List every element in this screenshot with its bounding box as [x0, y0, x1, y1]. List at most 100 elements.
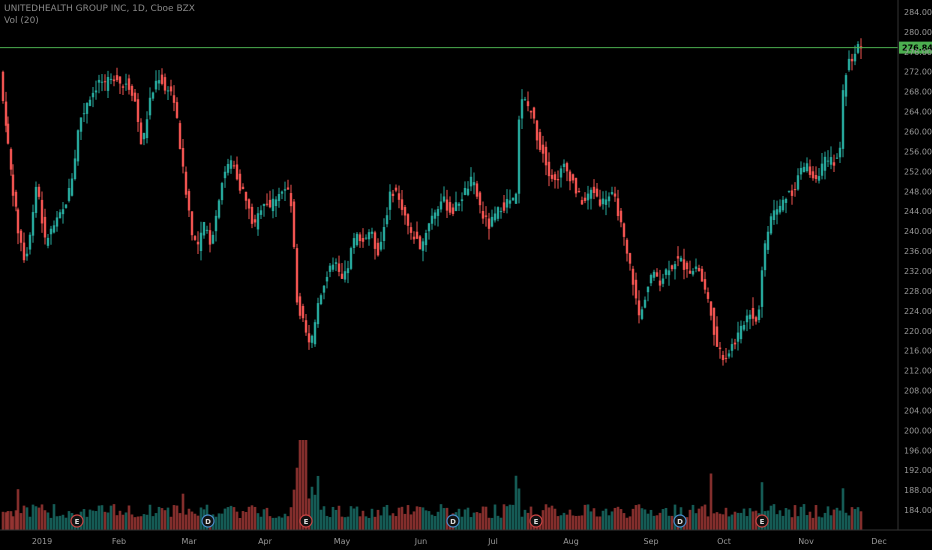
volume-bar [520, 516, 524, 530]
volume-bar [547, 507, 551, 530]
candle-body [451, 207, 455, 214]
candle-body [838, 147, 842, 158]
volume-bar [550, 505, 554, 530]
volume-indicator-label[interactable]: Vol (20) [4, 16, 39, 26]
volume-bar [616, 506, 620, 530]
volume-bar [409, 514, 413, 530]
volume-bar [286, 516, 290, 530]
candle-body [598, 199, 602, 206]
volume-bar [814, 505, 818, 530]
earnings-event-marker[interactable]: E [299, 514, 313, 528]
candle-body [214, 215, 218, 232]
price-tick-label: 184.00 [904, 506, 932, 515]
candle-body [715, 326, 719, 347]
candle-body [136, 99, 140, 122]
volume-bar [499, 517, 503, 530]
time-axis: 2019 Feb Mar Apr May Jun Jul Aug Sep Oct Nov Dec [32, 537, 887, 546]
volume-bar [610, 511, 614, 530]
candle-body [610, 192, 614, 195]
volume-bar [14, 510, 18, 530]
volume-bar [577, 515, 581, 530]
candle-body [145, 119, 149, 139]
volume-bar [40, 504, 44, 530]
candle-body [529, 110, 533, 113]
candle-body [31, 212, 35, 236]
candle-body [34, 186, 38, 213]
candle-body [187, 191, 191, 211]
candle-body [421, 241, 425, 251]
volume-bar [160, 508, 164, 530]
candle-body [751, 308, 755, 319]
candle-body [406, 214, 410, 226]
candle-body [364, 237, 368, 239]
candle-body [124, 83, 128, 85]
candle-body [376, 242, 380, 256]
volume-bar [733, 511, 737, 530]
volume-bar [835, 507, 839, 530]
earnings-event-marker[interactable]: E [70, 514, 84, 528]
candle-body [790, 190, 794, 196]
candle-body [637, 300, 641, 316]
volume-bar [586, 504, 590, 530]
candle-body [784, 198, 788, 203]
volume-bar [790, 517, 794, 530]
volume-bar [661, 509, 665, 530]
volume-bar [571, 515, 575, 530]
candle-body [115, 75, 119, 81]
volume-bar [244, 511, 248, 530]
volume-bar [634, 505, 638, 530]
candle-body [151, 92, 155, 99]
volume-bar [175, 505, 179, 530]
volume-bar [265, 507, 269, 530]
volume-bar [607, 515, 611, 530]
candle-body [67, 187, 71, 201]
volume-bar [142, 514, 146, 530]
volume-bar [667, 515, 671, 530]
candle-body [178, 123, 182, 149]
candle-body [814, 175, 818, 180]
candle-body [283, 189, 287, 191]
volume-bar [583, 504, 587, 530]
candle-body [457, 203, 461, 206]
earnings-event-marker[interactable]: E [755, 514, 769, 528]
candle-body [832, 162, 836, 166]
candle-body [292, 201, 296, 248]
candle-body [91, 92, 95, 98]
volume-bar [739, 512, 743, 530]
volume-bar [322, 506, 326, 530]
candle-body [709, 301, 713, 316]
candle-body [277, 194, 281, 202]
candle-body [688, 270, 692, 274]
candle-body [592, 186, 596, 193]
dividend-event-marker[interactable]: D [201, 514, 215, 528]
candle-body [640, 309, 644, 319]
volume-bar [196, 515, 200, 530]
volume-bar [850, 507, 854, 530]
earnings-event-marker[interactable]: E [529, 514, 543, 528]
dividend-event-marker[interactable]: D [673, 514, 687, 528]
candle-body [445, 199, 449, 211]
volume-bar [706, 516, 710, 530]
volume-bar [859, 511, 863, 530]
dividend-event-marker[interactable]: D [446, 514, 460, 528]
volume-bar [67, 511, 71, 530]
candle-body [721, 355, 725, 361]
volume-bar [238, 517, 242, 530]
volume-bar [697, 508, 701, 530]
candle-body [433, 212, 437, 219]
volume-bar [808, 511, 812, 530]
volume-bar [664, 507, 668, 530]
candle-body [64, 204, 68, 208]
price-tick-label: 232.00 [904, 267, 932, 276]
volume-bar [37, 507, 41, 530]
candle-body [6, 123, 10, 144]
time-tick-label: Jul [487, 537, 498, 546]
candle-body [232, 165, 236, 167]
candle-body [400, 199, 404, 210]
volume-bar [274, 517, 278, 530]
volume-bar [223, 508, 227, 530]
candle-body [235, 164, 239, 180]
volume-bar [565, 514, 569, 530]
candle-body [496, 207, 500, 219]
